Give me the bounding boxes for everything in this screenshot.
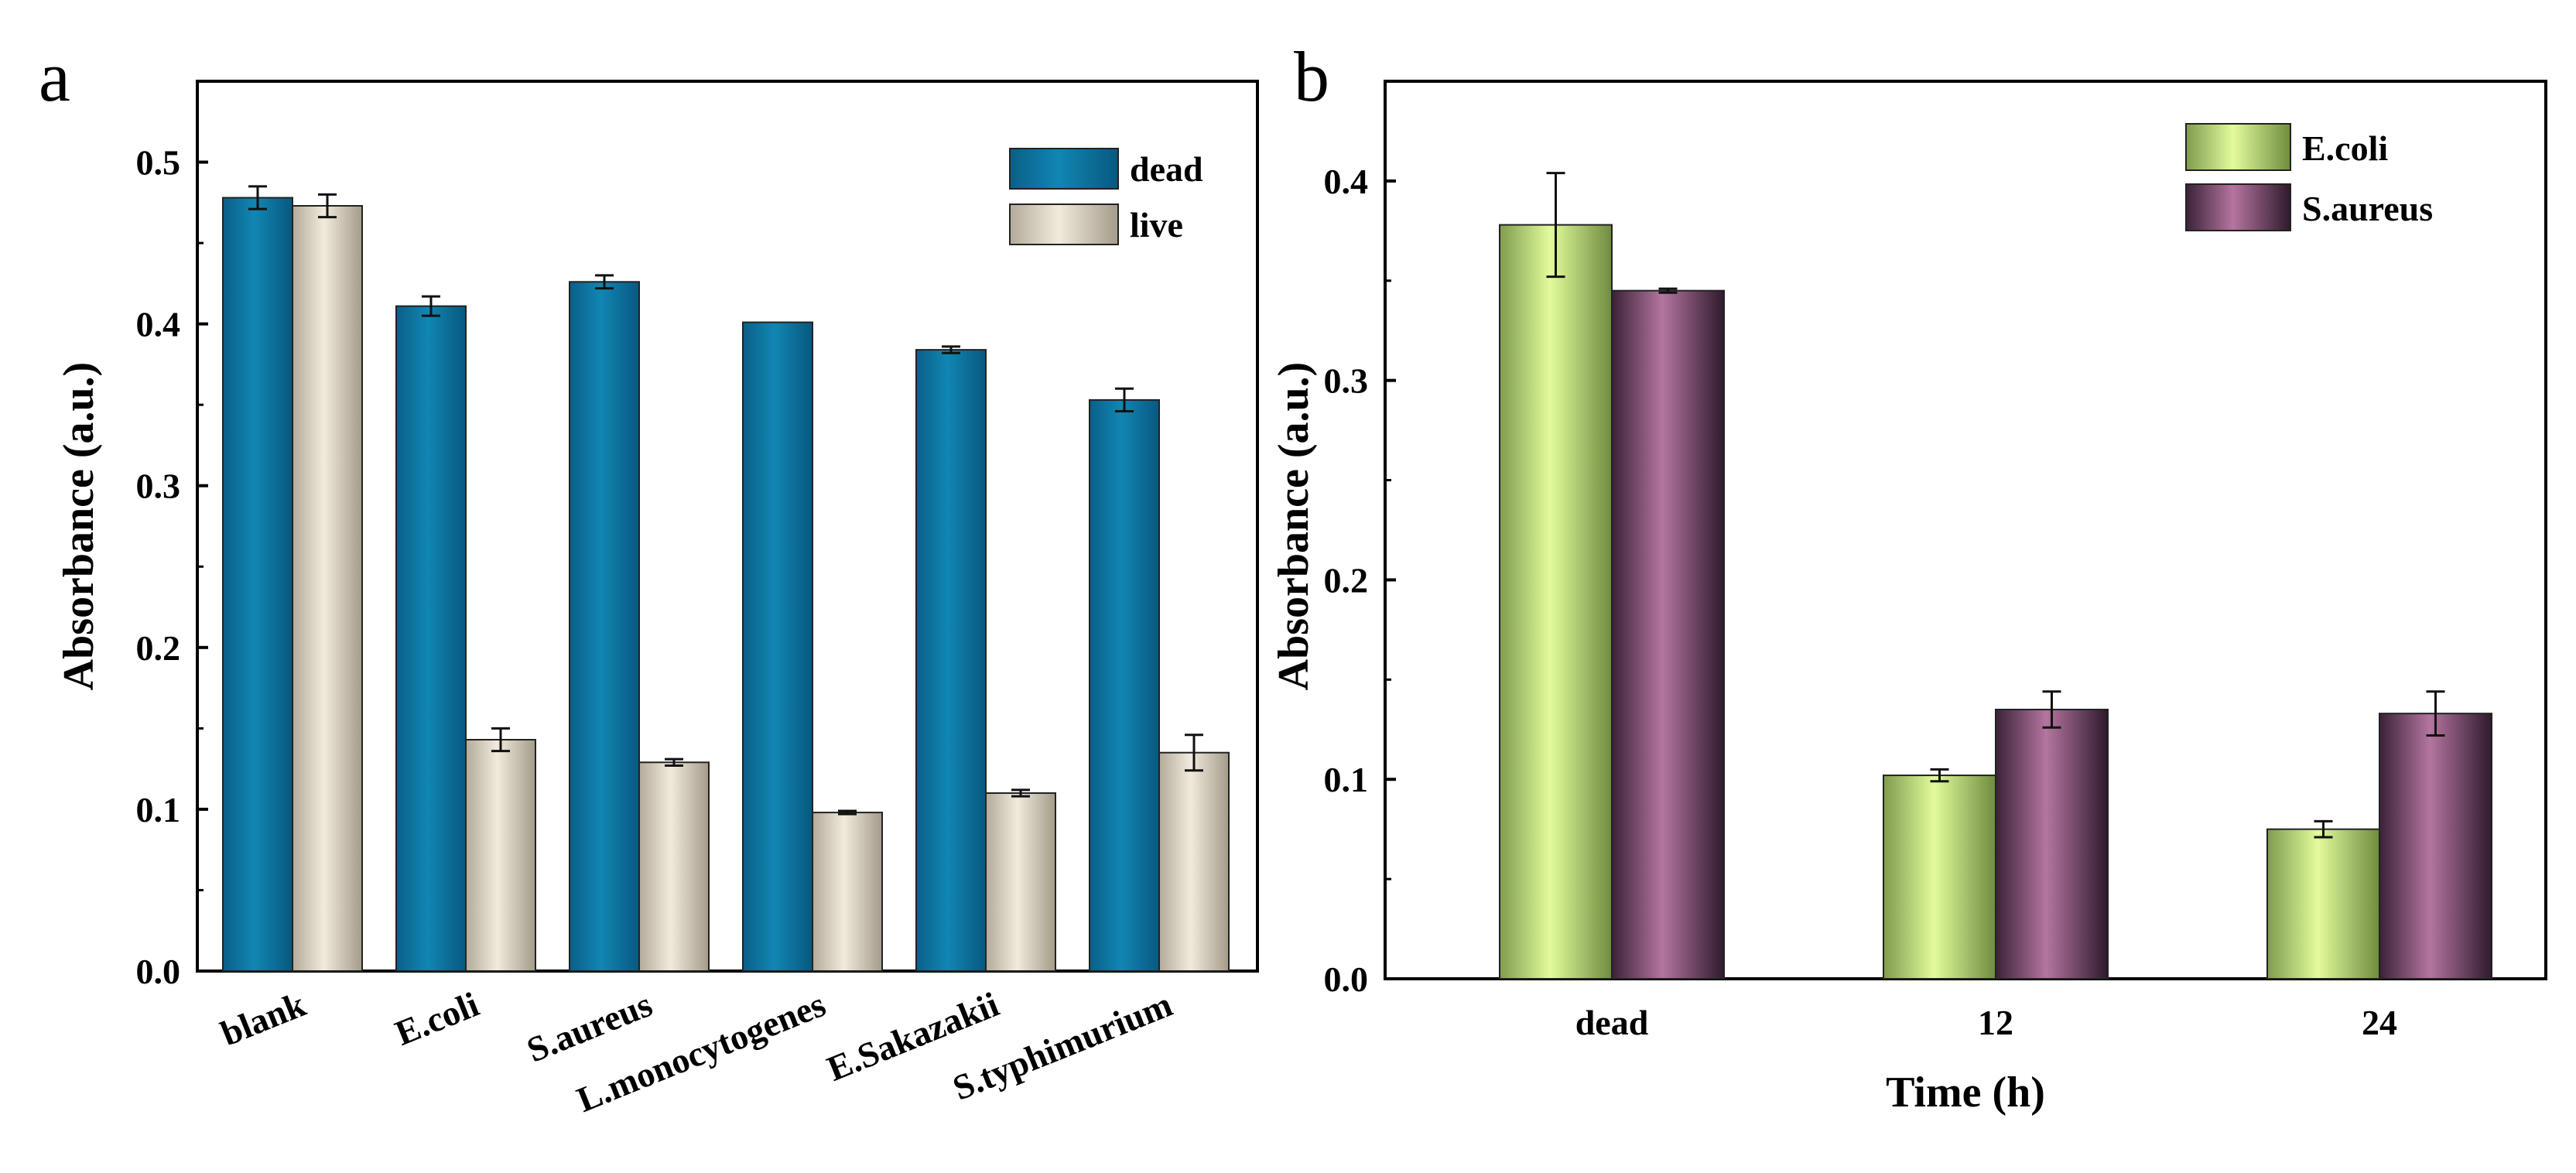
panel-letter-a: a (39, 37, 70, 116)
bar-s-aureus-24 (2379, 713, 2492, 980)
chart-a-y-tick-label: 0.2 (136, 628, 181, 668)
chart-b-y-tick-label: 0.4 (1324, 162, 1369, 201)
bar-s-aureus-dead (1611, 289, 1725, 980)
bar-e-coli-12 (1883, 775, 1996, 980)
bar-dead-s-aureus (569, 281, 640, 973)
chart-b-x-tick-label-dead: dead (1575, 1003, 1649, 1042)
chart-a-y-tick-label: 0.4 (136, 305, 181, 344)
chart-a-y-tick-label: 0.5 (136, 143, 181, 183)
bar-e-coli-24 (2266, 828, 2380, 980)
legend-label-dead: dead (1130, 149, 1203, 189)
error-bar-live-e-coli (491, 727, 510, 753)
chart-b-x-tick-labels: dead 12 24 (1575, 1003, 2397, 1042)
legend-label-live: live (1130, 205, 1183, 245)
bar-live-l-monocytogenes (812, 812, 883, 973)
chart-b: 0.0 0.1 0.2 0.3 0.4 dead 12 24 Absorbance (a.u… (1270, 80, 2547, 1117)
legend-swatch-dead (1009, 148, 1119, 190)
chart-a: 0.00.10.20.30.40.5 blank E.coli S.aureusL.… (55, 80, 1259, 1120)
legend-label-saureus: S.aureus (2302, 189, 2433, 228)
bar-dead-e-coli (395, 305, 467, 972)
error-bar-dead-s-typhimurium (1115, 387, 1134, 413)
error-bar-dead-e-sakazakii (942, 345, 960, 354)
chart-b-y-ticks: 0.0 0.1 0.2 0.3 0.4 (1324, 162, 2381, 999)
bar-e-coli-dead (1499, 224, 1613, 980)
chart-a-y-tick-label: 0.1 (136, 790, 181, 829)
error-bar-e-coli-12 (1930, 768, 1949, 783)
bar-dead-blank (222, 197, 293, 972)
bar-dead-l-monocytogenes (742, 321, 813, 972)
chart-b-y-tick-label: 0.3 (1324, 361, 1369, 401)
error-bar-e-coli-24 (2314, 819, 2333, 839)
chart-a-x-tick-label-e-coli: E.coli (390, 984, 484, 1053)
bar-live-e-coli (465, 739, 536, 972)
bar-live-blank (292, 205, 363, 972)
chart-a-y-tick-label: 0.3 (136, 467, 181, 506)
error-bar-live-e-sakazakii (1011, 788, 1030, 798)
chart-a-x-tick-label-blank: blank (215, 984, 311, 1054)
bar-live-s-typhimurium (1158, 751, 1230, 973)
legend-swatch-live (1009, 203, 1119, 245)
error-bar-dead-blank (248, 185, 267, 210)
error-bar-s-aureus-24 (2426, 690, 2445, 737)
error-bar-s-aureus-12 (2042, 690, 2061, 729)
bar-s-aureus-12 (1995, 709, 2109, 980)
error-bar-dead-e-coli (422, 295, 440, 317)
chart-a-legend: dead live (1009, 148, 1203, 245)
chart-b-x-axis-title: Time (h) (1886, 1069, 2045, 1117)
chart-b-bars (1499, 172, 2492, 980)
error-bar-live-s-aureus (665, 757, 683, 767)
chart-b-y-tick-label: 0.2 (1324, 560, 1369, 600)
error-bar-live-s-typhimurium (1185, 734, 1203, 772)
bar-live-e-sakazakii (985, 792, 1056, 972)
chart-b-x-tick-label-12: 12 (1978, 1003, 2013, 1042)
panel-letter-b: b (1294, 37, 1329, 116)
chart-a-x-tick-labels: blank E.coli S.aureusL.monocytogenesE.Saka… (215, 984, 1177, 1120)
chart-b-y-tick-label: 0.0 (1324, 959, 1369, 999)
chart-b-x-tick-label-24: 24 (2362, 1003, 2397, 1042)
bar-dead-e-sakazakii (915, 349, 987, 973)
legend-swatch-ecoli (2185, 123, 2291, 171)
error-bar-dead-s-aureus (595, 274, 614, 290)
legend-label-ecoli: E.coli (2302, 128, 2388, 168)
chart-a-y-tick-label: 0.0 (136, 952, 181, 991)
chart-a-plot-frame (196, 80, 1259, 973)
error-bar-e-coli-dead (1546, 172, 1565, 279)
chart-b-y-tick-label: 0.1 (1324, 760, 1369, 799)
chart-b-y-axis-title: Absorbance (a.u.) (1270, 362, 1318, 691)
chart-a-y-ticks: 0.0 0.1 0.2 0.3 0.4 0.5 (136, 143, 1161, 991)
error-bar-s-aureus-dead (1658, 287, 1678, 294)
error-bar-live-blank (318, 193, 337, 219)
chart-a-bars (222, 185, 1230, 973)
error-bar-live-l-monocytogenes (838, 809, 857, 816)
bar-dead-s-typhimurium (1089, 398, 1160, 972)
legend-swatch-saureus (2185, 183, 2291, 231)
bar-live-s-aureus (638, 761, 710, 972)
chart-a-y-axis-title: Absorbance (a.u.) (55, 362, 103, 691)
chart-b-legend: E.coli S.aureus (2185, 123, 2433, 231)
